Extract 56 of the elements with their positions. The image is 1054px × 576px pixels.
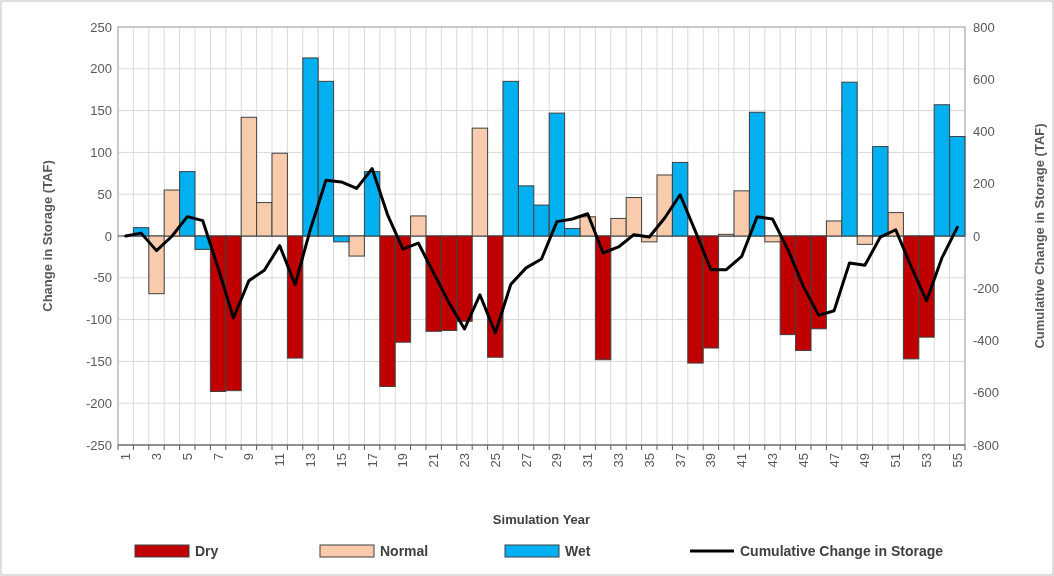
y-tick-label: -200 [85, 395, 112, 411]
x-tick-label: 7 [210, 453, 226, 461]
x-tick-label: 13 [303, 453, 318, 468]
y-tick-label: 50 [97, 186, 112, 202]
y2-axis-title: Cumulative Change in Storage (TAF) [1032, 123, 1047, 349]
x-tick-label: 1 [118, 453, 134, 461]
x-tick-label: 45 [795, 453, 811, 468]
x-tick-label: 39 [703, 453, 719, 468]
y2-tick-label: 800 [973, 19, 995, 35]
legend-label: Dry [195, 543, 219, 559]
line-series [124, 167, 959, 335]
legend-label: Normal [380, 543, 429, 559]
y-tick-label: 0 [104, 228, 112, 244]
x-tick-label: 33 [611, 453, 626, 468]
y-tick-label: 250 [90, 19, 112, 35]
y-tick-label: 200 [90, 61, 112, 77]
x-tick-label: 25 [487, 453, 503, 468]
y-tick-label: 150 [90, 103, 112, 119]
y2-tick-label: 0 [973, 228, 981, 244]
x-tick-label: 43 [765, 453, 780, 468]
x-tick-label: 47 [826, 453, 842, 468]
y2-tick-label: -400 [973, 333, 1000, 348]
x-tick-label: 23 [457, 453, 472, 468]
x-tick-label: 5 [179, 453, 195, 461]
x-tick-label: 41 [734, 453, 750, 468]
y-tick-label: -100 [85, 312, 112, 328]
x-tick-label: 35 [641, 453, 657, 468]
x-tick-label: 17 [364, 453, 380, 468]
y-axis-title: Change in Storage (TAF) [40, 160, 55, 312]
x-tick-label: 31 [580, 453, 596, 468]
x-tick-label: 55 [949, 453, 965, 468]
x-tick-label: 53 [919, 453, 934, 468]
y-tick-label: -50 [93, 270, 112, 286]
x-tick-label: 9 [241, 453, 257, 461]
y2-tick-label: 200 [973, 176, 995, 192]
x-tick-label: 15 [333, 453, 349, 468]
x-tick-label: 27 [518, 453, 534, 468]
x-tick-label: 21 [426, 453, 442, 468]
x-tick-label: 37 [672, 453, 688, 468]
y-tick-label: -150 [85, 353, 112, 369]
y2-tick-label: -200 [973, 280, 1000, 296]
y-tick-label: 100 [90, 144, 112, 160]
x-tick-label: 19 [395, 453, 411, 468]
y2-tick-label: 400 [973, 124, 995, 139]
x-tick-label: 29 [549, 453, 565, 468]
legend-label: Cumulative Change in Storage [740, 543, 944, 559]
x-tick-label: 3 [149, 453, 164, 461]
x-axis-title: Simulation Year [492, 512, 591, 527]
x-tick-label: 11 [272, 453, 288, 467]
y-tick-label: -250 [85, 437, 112, 453]
x-tick-label: 49 [857, 453, 873, 468]
y2-tick-label: 600 [973, 71, 995, 87]
y2-tick-label: -600 [973, 385, 1000, 401]
x-tick-label: 51 [888, 453, 904, 468]
legend-label: Wet [565, 543, 591, 559]
y2-tick-label: -800 [973, 437, 1000, 453]
